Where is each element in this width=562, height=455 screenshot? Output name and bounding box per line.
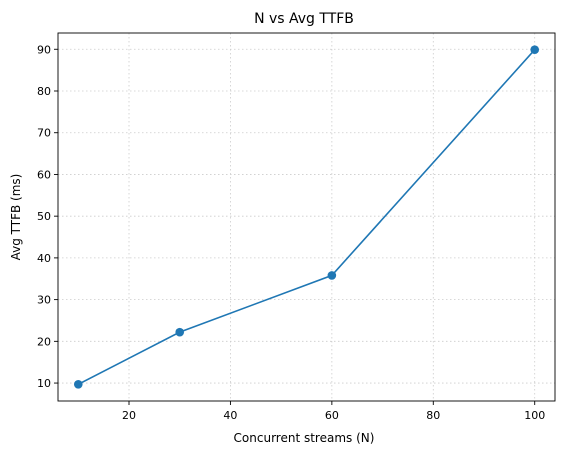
y-tick-label: 80 [37,85,51,98]
chart-title: N vs Avg TTFB [254,11,354,27]
data-point [175,327,185,337]
x-tick-label: 40 [223,409,237,422]
x-tick-labels: 20 40 60 80 100 [122,409,545,422]
y-tick-label: 20 [37,335,51,348]
series-line-group [73,45,540,389]
x-tick-label: 80 [426,409,440,422]
y-tick-labels: 10 20 30 40 50 60 70 80 90 [37,43,51,390]
y-tick-label: 70 [37,127,51,140]
x-axis-label: Concurrent streams (N) [234,431,375,445]
grid-lines [58,33,555,401]
y-tick-label: 90 [37,43,51,56]
data-point [327,271,337,280]
y-tick-label: 60 [37,168,51,181]
axes [54,32,556,405]
y-tick-label: 10 [37,377,51,390]
y-tick-label: 30 [37,294,51,307]
series-line [77,49,536,386]
x-tick-label: 60 [325,409,339,422]
plot-frame [57,32,556,402]
data-point [530,45,540,54]
y-tick-label: 40 [37,252,51,265]
data-point [73,380,83,389]
x-tick-label: 100 [524,409,545,422]
y-tick-label: 50 [37,210,51,223]
y-axis-label: Avg TTFB (ms) [9,174,23,261]
x-tick-label: 20 [122,409,136,422]
